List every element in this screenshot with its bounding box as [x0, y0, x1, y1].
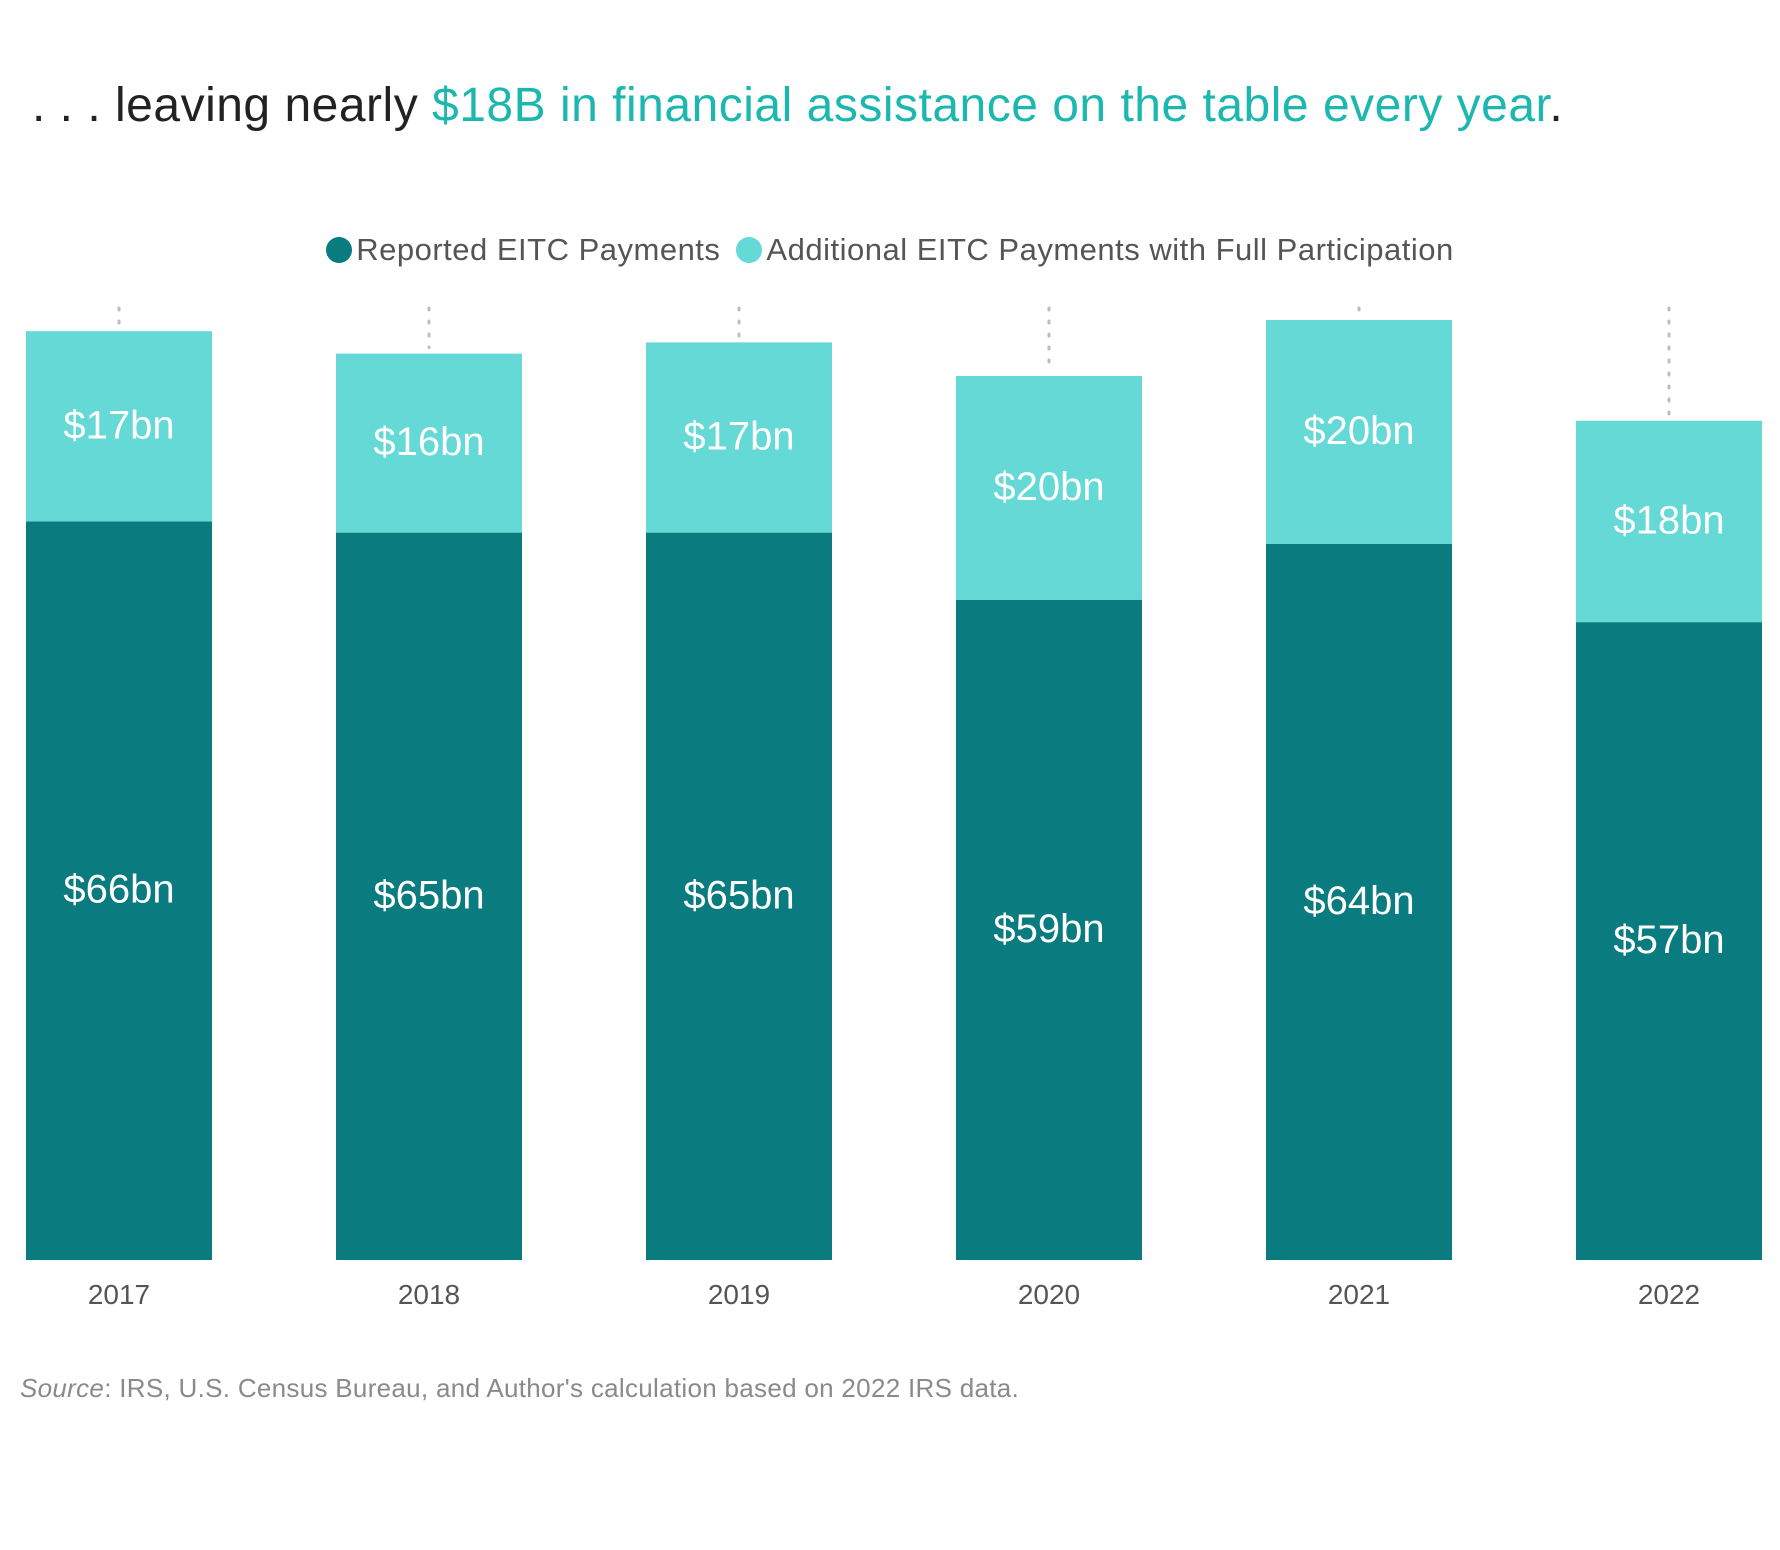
data-label-additional-2018: $16bn [373, 420, 484, 464]
headline-middle: in financial assistance on the table eve… [546, 79, 1550, 132]
bar-reported-2019 [646, 532, 832, 1260]
chart-legend: Reported EITC Payments Additional EITC P… [0, 232, 1780, 268]
bar-reported-2022 [1576, 622, 1762, 1260]
data-label-reported-2020: $59bn [993, 907, 1104, 951]
chart-headline: . . . leaving nearly $18B in financial a… [32, 78, 1563, 133]
data-label-reported-2019: $65bn [683, 873, 794, 917]
legend-item-reported: Reported EITC Payments [326, 232, 720, 268]
x-tick-label-2021: 2021 [1328, 1279, 1390, 1310]
legend-swatch-reported [326, 237, 353, 263]
bar-additional-2018 [336, 353, 522, 533]
data-label-additional-2022: $18bn [1613, 498, 1724, 542]
x-tick-label-2019: 2019 [708, 1279, 770, 1310]
stacked-bar-chart: $66bn $17bn 2017 $65bn $16bn 2018 $65bn $17bn 20… [26, 306, 1762, 1310]
data-label-additional-2020: $20bn [993, 465, 1104, 509]
bar-additional-2020 [956, 375, 1142, 600]
bar-reported-2017 [26, 521, 212, 1260]
bar-additional-2022 [1576, 420, 1762, 623]
x-tick-label-2017: 2017 [88, 1279, 150, 1310]
data-label-additional-2019: $17bn [683, 415, 794, 459]
bar-additional-2021 [1266, 320, 1452, 544]
source-text: : IRS, U.S. Census Bureau, and Author's … [104, 1373, 1020, 1403]
data-label-reported-2018: $65bn [373, 873, 484, 917]
source-label: Source [20, 1373, 105, 1403]
data-label-additional-2021: $20bn [1303, 409, 1414, 453]
bar-additional-2017 [26, 331, 212, 522]
bar-reported-2018 [336, 532, 522, 1260]
x-tick-label-2022: 2022 [1638, 1279, 1700, 1310]
bar-reported-2021 [1266, 543, 1452, 1260]
x-tick-label-2018: 2018 [398, 1279, 460, 1310]
data-label-reported-2017: $66bn [63, 868, 174, 912]
data-label-additional-2017: $17bn [63, 403, 174, 447]
data-label-reported-2021: $64bn [1303, 879, 1414, 923]
headline-prefix: . . . leaving nearly [32, 79, 433, 132]
data-label-reported-2022: $57bn [1613, 918, 1724, 962]
source-note: Source: IRS, U.S. Census Bureau, and Aut… [20, 1373, 1019, 1404]
x-tick-label-2020: 2020 [1018, 1279, 1080, 1310]
headline-amount: $18B [432, 79, 547, 132]
legend-swatch-additional [736, 237, 763, 263]
legend-item-additional: Additional EITC Payments with Full Parti… [736, 232, 1453, 268]
headline-suffix: . [1549, 79, 1564, 132]
legend-label-additional: Additional EITC Payments with Full Parti… [766, 232, 1454, 267]
bar-additional-2019 [646, 342, 832, 533]
bar-reported-2020 [956, 599, 1142, 1260]
legend-label-reported: Reported EITC Payments [356, 232, 721, 267]
